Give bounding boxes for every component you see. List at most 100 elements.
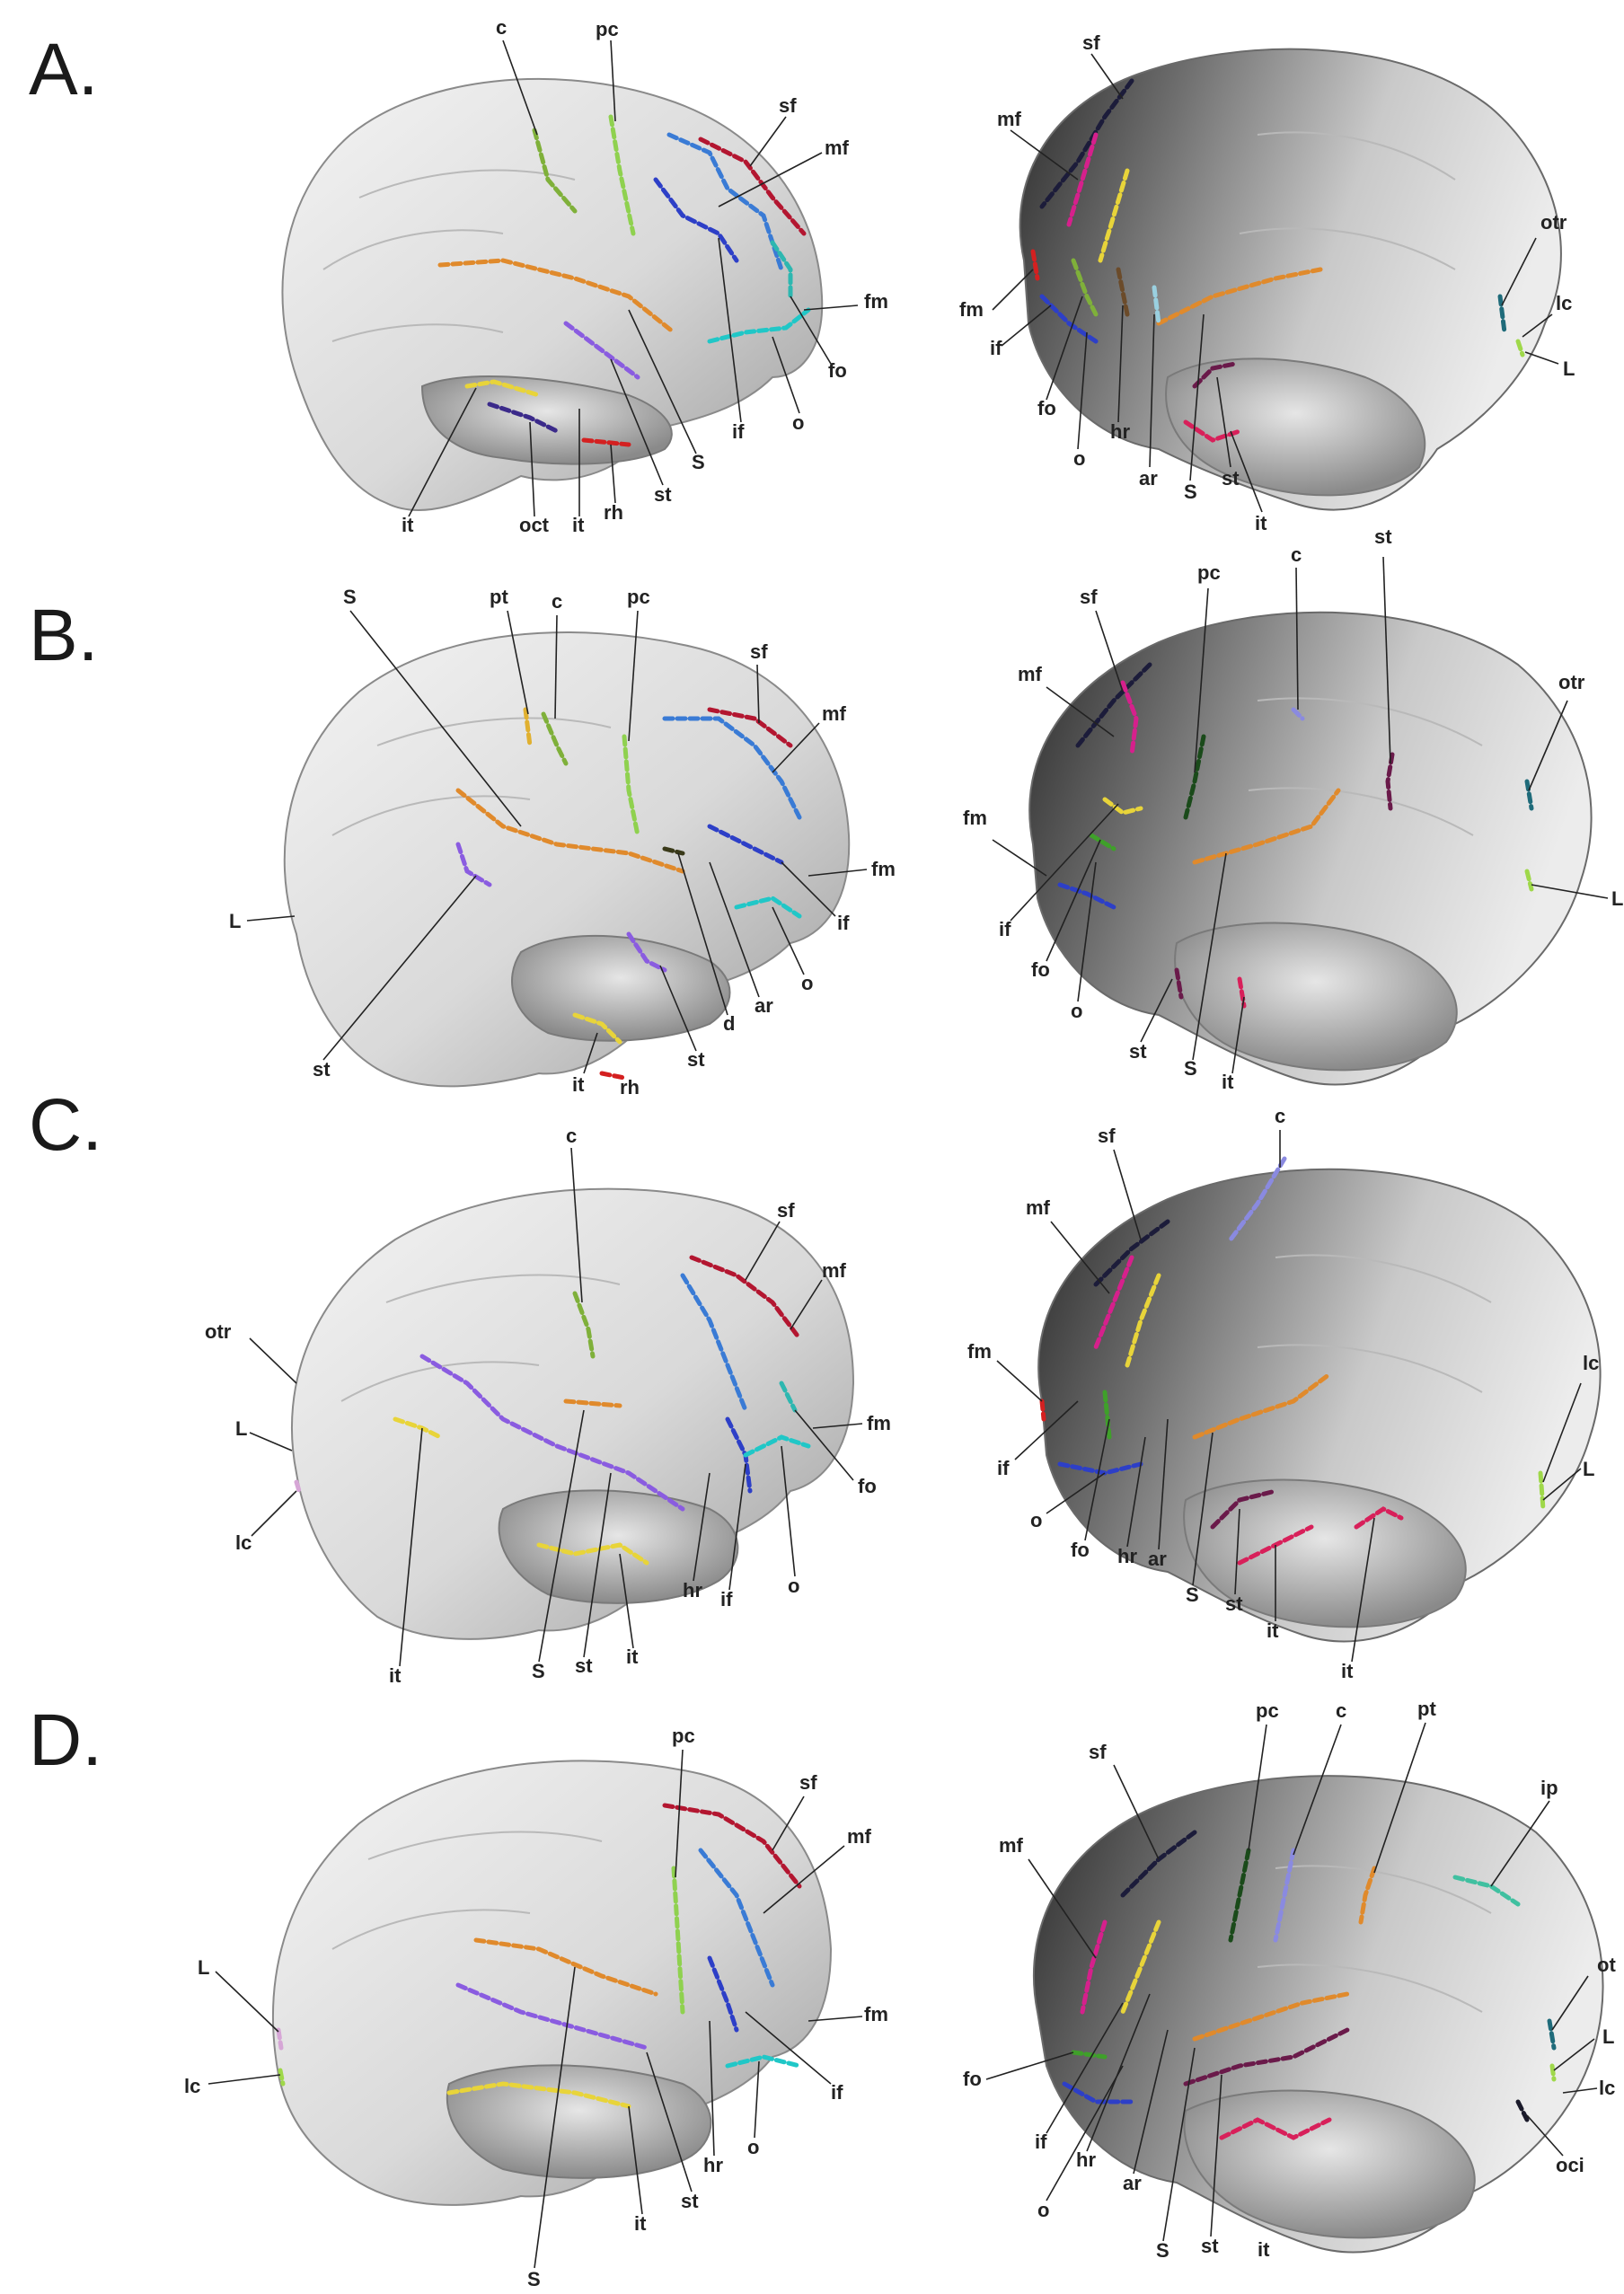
- leader-a-right-if: [1001, 304, 1052, 347]
- panel-b-left-contour-1: [331, 795, 531, 836]
- sulcus-a-right-S: [1156, 267, 1323, 326]
- leader-d-right-o: [1046, 2065, 1124, 2201]
- label-c-left-it1: it: [389, 1664, 402, 1687]
- label-b-left-pt: pt: [490, 586, 508, 608]
- label-c-left-S: S: [532, 1660, 545, 1682]
- leader-d-right-lc: [1562, 2087, 1598, 2094]
- sulcus-a-left-if: [653, 177, 739, 263]
- label-a-right-o: o: [1073, 447, 1085, 470]
- sulcus-a-left-rh: [581, 437, 631, 447]
- label-a-right-it: it: [1255, 512, 1267, 534]
- leader-c-left-fo: [794, 1409, 854, 1481]
- label-d-left-mf: mf: [847, 1825, 872, 1848]
- leader-c-right-st: [1234, 1508, 1240, 1595]
- panel-a-right-contour-2: [1239, 227, 1456, 270]
- label-a-left-rh: rh: [604, 501, 623, 524]
- leader-a-left-pc: [610, 40, 616, 122]
- sulcus-a-right-sf: [1039, 78, 1134, 209]
- sulcus-d-right-it2: [1219, 2117, 1332, 2140]
- sulcus-c-left-mf: [680, 1273, 748, 1413]
- leader-d-right-ip: [1490, 1800, 1550, 1887]
- leader-a-left-if: [718, 237, 742, 423]
- label-b-left-pc: pc: [627, 586, 650, 608]
- label-b-right-o: o: [1071, 1000, 1082, 1022]
- panel-letter-d: D.: [29, 1699, 102, 1781]
- sulcus-b-left-S: [455, 788, 685, 874]
- leader-d-right-ot: [1551, 1975, 1589, 2031]
- leader-c-left-L: [249, 1432, 293, 1451]
- label-a-left-it2: it: [572, 514, 585, 536]
- leader-b-left-st1: [322, 875, 477, 1061]
- sulcus-d-left-st: [455, 1982, 649, 2051]
- sulcus-a-right-ar: [1152, 285, 1161, 326]
- sulcus-a-left-it: [464, 379, 542, 398]
- sulcus-a-left-S: [437, 258, 676, 335]
- leader-a-right-st: [1216, 376, 1231, 468]
- leader-b-left-ar: [709, 861, 760, 998]
- label-b-left-S: S: [343, 586, 357, 608]
- sulcus-c-left-S: [563, 1398, 622, 1408]
- leader-a-right-o: [1077, 331, 1088, 450]
- leader-a-right-ar: [1149, 313, 1155, 468]
- sulcus-b-right-L: [1524, 869, 1534, 892]
- leader-c-left-hr: [693, 1472, 710, 1582]
- label-d-right-it: it: [1258, 2238, 1270, 2261]
- leader-d-left-sf: [772, 1795, 805, 1851]
- label-a-right-fo: fo: [1037, 397, 1056, 419]
- sulcus-a-left-c: [532, 128, 578, 214]
- label-b-left-it: it: [572, 1073, 585, 1096]
- label-b-left-rh: rh: [620, 1076, 640, 1098]
- leader-b-left-d: [677, 852, 728, 1016]
- label-c-left-lc: lc: [235, 1531, 252, 1554]
- leader-a-left-it1: [408, 387, 477, 517]
- label-b-left-c: c: [552, 590, 562, 613]
- label-d-left-o: o: [747, 2136, 759, 2158]
- label-d-right-sf: sf: [1089, 1741, 1107, 1763]
- leader-c-left-it1: [399, 1427, 423, 1667]
- sulcus-d-left-if: [707, 1955, 739, 2033]
- leader-c-right-lc: [1542, 1382, 1582, 1483]
- leader-d-left-st: [646, 2051, 693, 2193]
- label-c-right-fm: fm: [967, 1340, 992, 1363]
- leader-c-left-lc: [251, 1490, 297, 1537]
- sulcus-a-right-mf: [1066, 132, 1099, 227]
- label-a-left-it1: it: [402, 514, 414, 536]
- leader-a-right-lc: [1522, 313, 1553, 338]
- panel-a-left-contour-1: [322, 229, 504, 270]
- sulcus-d-right-fo: [1071, 2050, 1108, 2060]
- label-c-left-sf: sf: [777, 1199, 795, 1222]
- panel-d-left-contour-2: [367, 1831, 603, 1860]
- sulcus-d-right-ot: [1547, 2018, 1557, 2051]
- leader-c-left-fm: [812, 1423, 863, 1429]
- label-c-right-it2: it: [1341, 1660, 1354, 1682]
- label-c-right-st: st: [1225, 1593, 1243, 1615]
- leader-d-left-o: [754, 2060, 760, 2139]
- label-c-right-mf: mf: [1026, 1196, 1051, 1219]
- leader-a-right-fo: [1046, 296, 1083, 401]
- sulcus-b-left-pt: [523, 707, 533, 748]
- label-b-left-fm: fm: [871, 858, 896, 880]
- panel-b-right-brain: pc c st sf mf otr fm if fo o L st S it: [963, 525, 1623, 1093]
- panel-b: B.: [29, 525, 1623, 1098]
- label-a-right-S: S: [1184, 481, 1197, 503]
- label-a-right-lc: lc: [1556, 292, 1572, 314]
- label-b-right-pc: pc: [1197, 561, 1221, 584]
- leader-a-left-o: [772, 336, 800, 414]
- label-d-right-o: o: [1037, 2199, 1049, 2221]
- sulcus-d-right-pt: [1358, 1866, 1377, 1925]
- panel-letter-c: C.: [29, 1084, 102, 1166]
- sulcus-d-right-it: [1120, 1919, 1161, 2015]
- leader-a-left-c: [502, 40, 538, 136]
- panel-b-left-brain: S pt c pc sf mf fm if o ar d st L st it …: [229, 586, 896, 1098]
- leader-c-right-mf: [1050, 1221, 1110, 1294]
- leader-a-left-sf: [749, 116, 787, 167]
- sulcus-b-right-mf: [1120, 680, 1139, 757]
- label-b-right-c: c: [1291, 543, 1302, 566]
- label-b-left-mf: mf: [822, 702, 847, 725]
- label-a-left-pc: pc: [596, 18, 619, 40]
- label-c-right-ar: ar: [1148, 1548, 1167, 1570]
- leader-d-right-oci: [1526, 2114, 1564, 2157]
- leader-d-left-pc: [675, 1749, 684, 1878]
- sulcus-c-right-sf: [1093, 1219, 1170, 1287]
- leader-d-right-S: [1162, 2047, 1196, 2242]
